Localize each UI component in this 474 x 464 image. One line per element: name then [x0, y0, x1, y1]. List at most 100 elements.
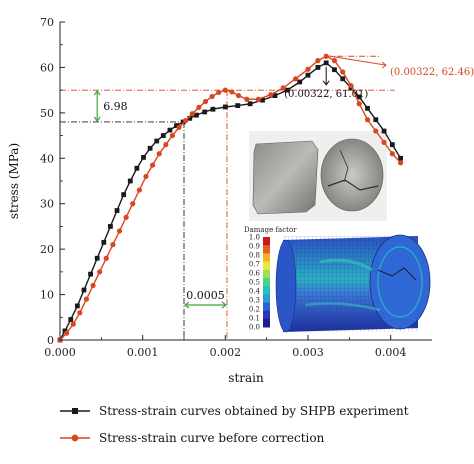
legend-marker-before-correction [71, 434, 79, 442]
series-point [255, 96, 261, 102]
series-point [114, 208, 120, 213]
strain-gap-arrowhead [184, 301, 190, 309]
series-point [247, 101, 253, 107]
damage-band [319, 258, 373, 272]
legend-label-before-correction: Stress-strain curve before correction [99, 431, 325, 445]
series-point [222, 104, 228, 110]
series-point [373, 128, 379, 134]
fracture-crack [339, 149, 349, 183]
series-point [108, 224, 113, 229]
series-point [196, 104, 202, 111]
series-point [202, 109, 208, 115]
cylinder-damage-ring [377, 246, 423, 318]
series-point [149, 162, 156, 168]
series-point [90, 282, 96, 289]
strain-gap-arrowhead [221, 301, 227, 309]
series-point [141, 154, 146, 160]
series-point [209, 93, 215, 100]
y-axis-title: stress (MPa) [7, 143, 21, 219]
series-point [154, 138, 160, 144]
red-peak-arrowhead [381, 61, 387, 69]
series-point [389, 142, 395, 148]
colorbar-swatch [263, 286, 270, 295]
stress-gap-arrowhead [93, 116, 101, 122]
colorbar-tick-label: 0.3 [249, 297, 260, 305]
x-tick-label: 0.004 [375, 346, 407, 359]
series-point [103, 255, 109, 261]
series-point [94, 255, 100, 261]
series-point [389, 151, 395, 157]
series-point [134, 165, 140, 171]
colorbar-tick-label: 1.0 [249, 234, 260, 242]
series-point [169, 132, 176, 139]
colorbar-tick-label: 0.8 [249, 252, 260, 260]
legend-item-shpb: Stress-strain curves obtained by SHPB ex… [60, 404, 409, 418]
legend-label-shpb: Stress-strain curves obtained by SHPB ex… [99, 404, 409, 418]
x-tick-label: 0.003 [292, 346, 324, 359]
colorbar-tick-label: 0.5 [249, 279, 260, 287]
series-point [229, 89, 235, 95]
series-point [398, 155, 403, 161]
series-point [268, 92, 274, 98]
series-point [210, 106, 216, 112]
colorbar-tick-label: 0.6 [249, 270, 261, 278]
series-point [293, 76, 299, 82]
legend-marker-shpb [72, 408, 78, 414]
series-point [364, 117, 371, 123]
specimen-side-view [252, 140, 319, 215]
cylinder-end-face [369, 234, 431, 330]
legend-item-before-correction: Stress-strain curve before correction [60, 431, 325, 445]
series-point [297, 79, 303, 85]
series-point [397, 160, 404, 166]
series-point [68, 317, 74, 322]
series-point [348, 83, 354, 89]
colorbar-swatch [263, 277, 270, 287]
red-peak-label: (0.00322, 62.46) [390, 67, 474, 78]
y-tick-label: 20 [40, 243, 54, 256]
series-point [147, 145, 153, 151]
series-point [77, 310, 83, 316]
series-point [156, 151, 162, 157]
y-tick-label: 70 [40, 16, 54, 29]
y-tick-label: 40 [40, 152, 54, 165]
series-point [130, 201, 136, 207]
series-point [373, 117, 379, 123]
colorbar-title: Damage factor [244, 226, 297, 234]
colorbar-swatch [263, 261, 270, 271]
y-tick-label: 60 [40, 61, 54, 74]
series-point [272, 93, 278, 98]
y-tick-label: 30 [40, 198, 54, 211]
series-point [187, 115, 193, 121]
series-point [381, 128, 387, 134]
series-point [127, 178, 133, 184]
red-peak-arrow [330, 55, 387, 66]
series-point [189, 111, 195, 117]
series-point [97, 269, 103, 275]
series-point [315, 65, 321, 70]
series-point [332, 67, 337, 73]
series-point [284, 87, 290, 93]
series-point [331, 58, 338, 64]
series-point [280, 85, 286, 91]
cylinder-left-face [275, 239, 297, 333]
series-point [183, 117, 189, 124]
series-point [167, 127, 173, 133]
series-point [235, 103, 241, 108]
series-point [160, 133, 166, 138]
x-tick-label: 0.002 [210, 346, 242, 359]
x-axis-title: strain [228, 371, 264, 385]
legend: Stress-strain curves obtained by SHPB ex… [60, 404, 409, 445]
series-point [202, 98, 209, 105]
series-point [340, 69, 346, 75]
y-tick-label: 0 [47, 334, 54, 347]
y-tick-label: 50 [40, 107, 54, 120]
series-point [216, 89, 222, 96]
black-peak-label: (0.00322, 61.01) [284, 89, 368, 100]
series-point [83, 296, 90, 302]
damage-band [304, 302, 381, 312]
series-point [116, 228, 123, 234]
series-point [260, 97, 265, 103]
series-point [340, 76, 346, 82]
